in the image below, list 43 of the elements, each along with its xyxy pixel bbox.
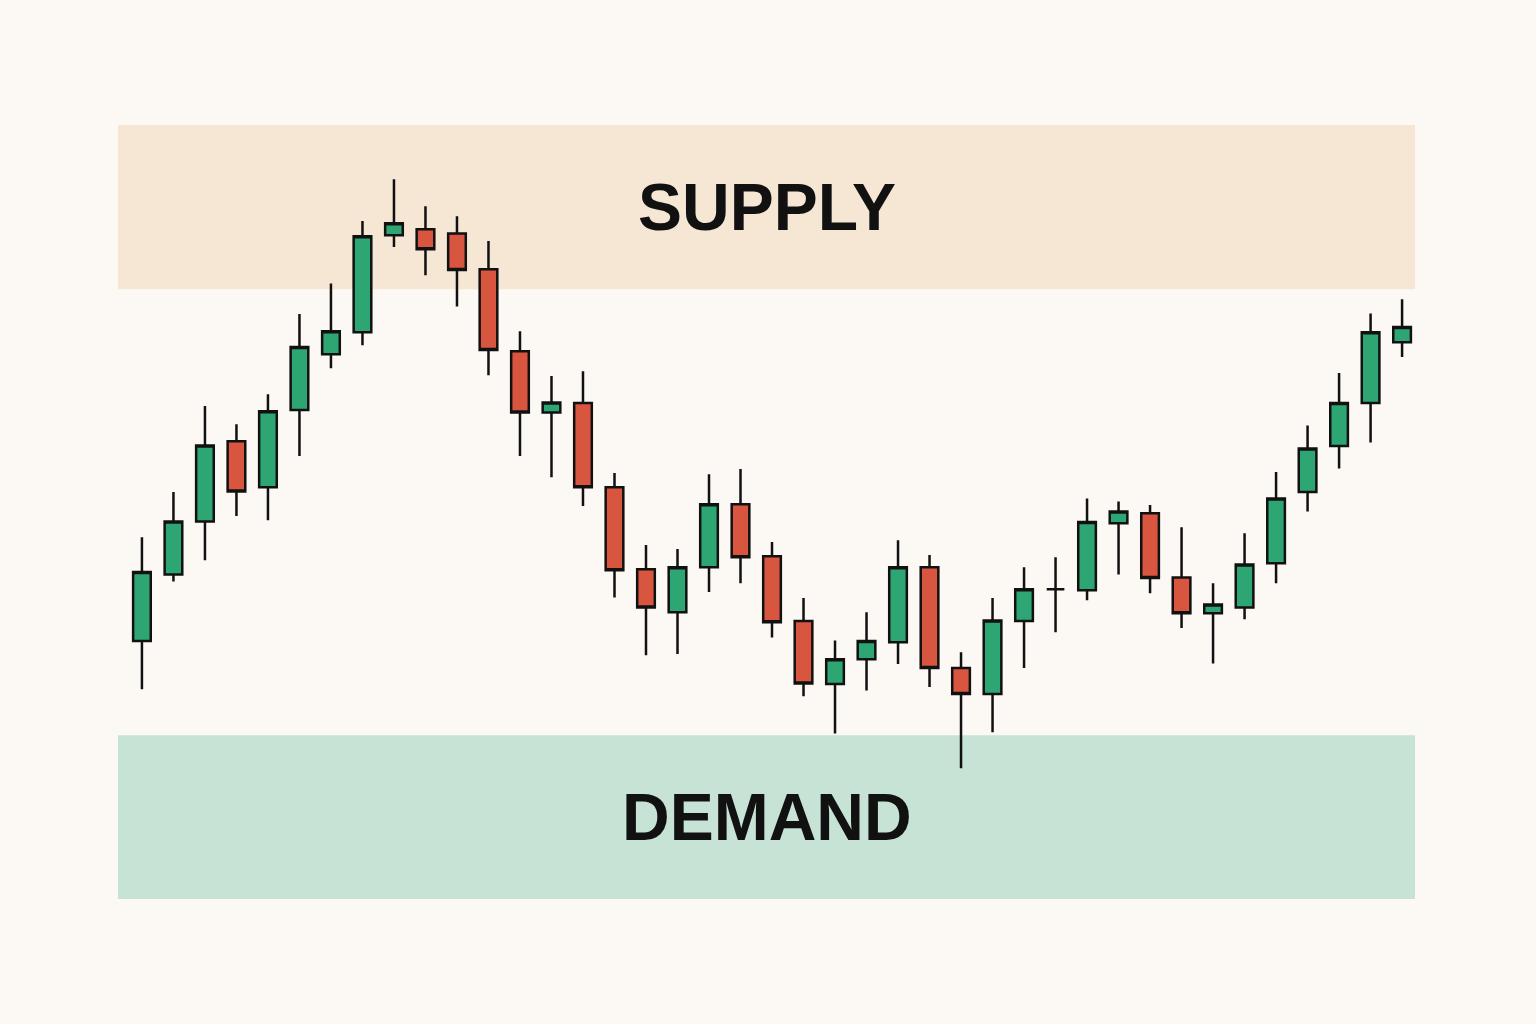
candlestick	[761, 540, 783, 639]
candlestick	[1076, 497, 1098, 602]
candlestick	[1202, 582, 1224, 665]
candlestick	[572, 369, 594, 508]
candlestick	[824, 639, 846, 735]
candlestick	[698, 473, 720, 594]
candlestick	[667, 547, 688, 656]
candlestick	[604, 471, 625, 599]
candlestick	[856, 610, 877, 692]
candlestick	[257, 392, 279, 522]
band-label: SUPPLY	[638, 170, 897, 244]
candlestick	[1329, 371, 1350, 470]
candlestick	[478, 239, 499, 377]
candlestick	[1297, 424, 1318, 513]
candlestick	[1171, 526, 1192, 630]
candlestick	[1013, 566, 1035, 670]
candlestick	[446, 215, 468, 308]
candlestick	[509, 329, 531, 458]
candlestick	[1045, 556, 1066, 634]
candlestick	[289, 312, 310, 458]
candlestick	[131, 536, 153, 691]
candlestick	[1234, 531, 1255, 621]
candlestick	[383, 177, 405, 249]
candlestick	[1392, 298, 1413, 359]
candlestick	[163, 490, 184, 583]
candlestick	[950, 650, 972, 770]
candlestick	[541, 374, 562, 479]
candlestick	[1108, 500, 1129, 576]
candlestick	[730, 467, 751, 585]
candlestick	[194, 404, 216, 562]
candlestick	[415, 205, 436, 277]
candlestick	[793, 596, 814, 698]
candlestick	[887, 539, 909, 666]
candlestick	[1266, 470, 1287, 585]
candlestick	[982, 596, 1003, 734]
candlestick	[1360, 312, 1381, 444]
candlestick	[320, 282, 342, 370]
candlestick	[352, 219, 373, 347]
candlestick	[226, 422, 247, 518]
band-label: DEMAND	[622, 780, 912, 854]
candlestick	[919, 553, 940, 689]
candlestick	[635, 543, 657, 657]
candlestick	[1139, 503, 1161, 595]
